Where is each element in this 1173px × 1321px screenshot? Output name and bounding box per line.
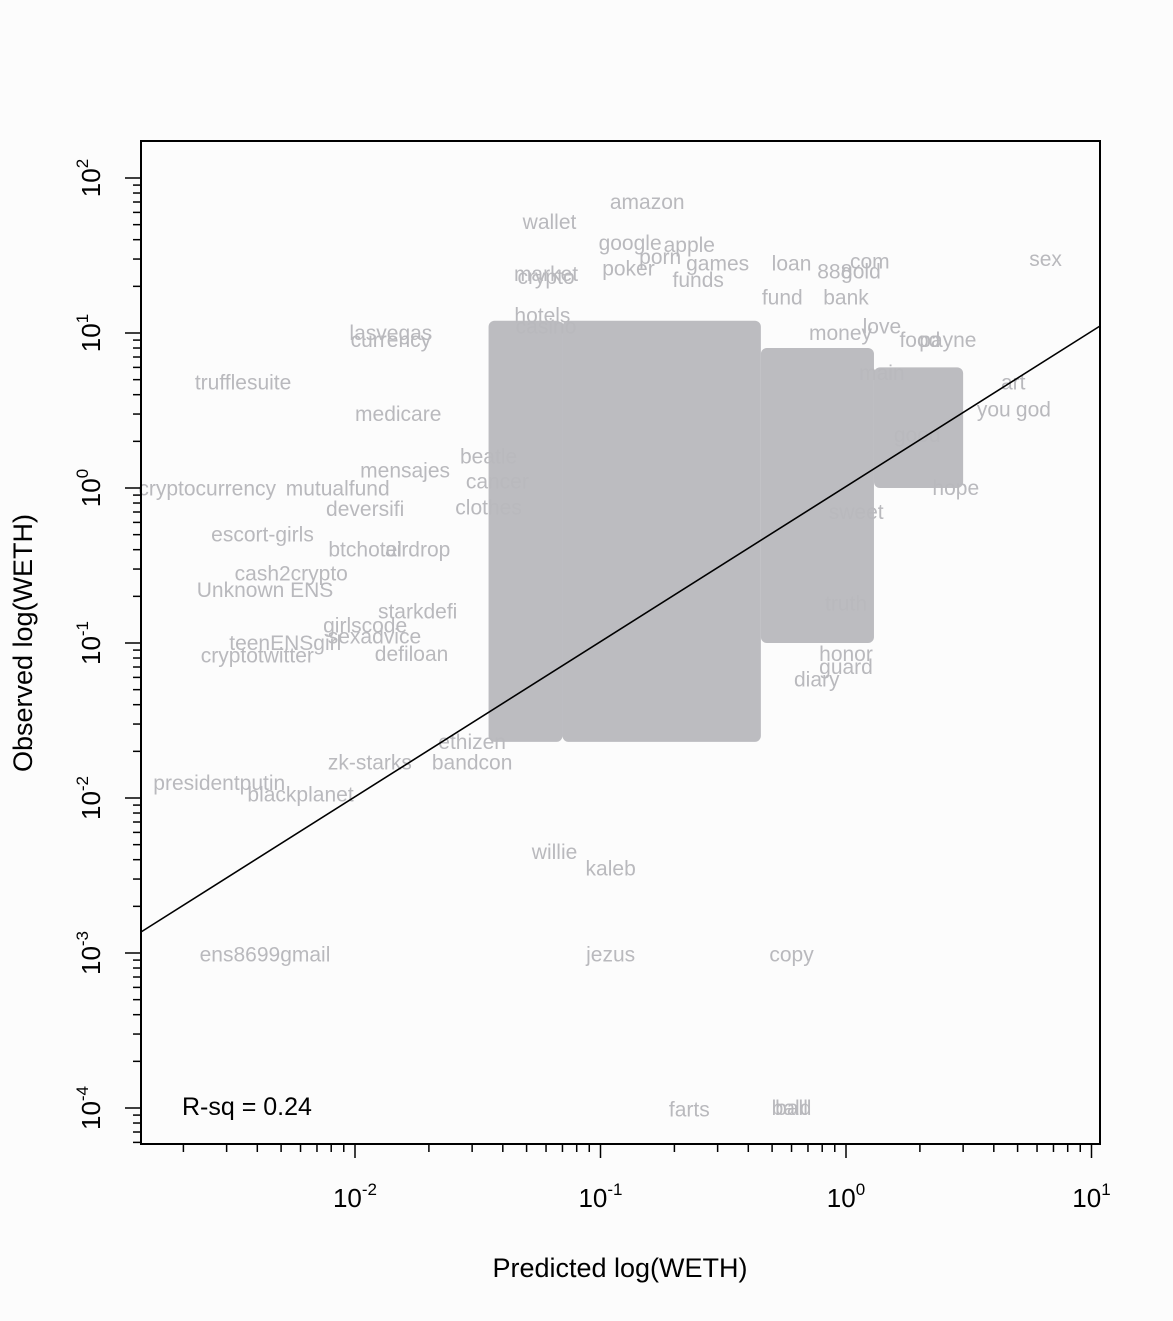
point-label: jezus xyxy=(585,943,635,966)
point-label: defiloan xyxy=(375,643,449,666)
point-label: poker xyxy=(602,258,655,281)
point-label: copy xyxy=(769,943,814,966)
point-label: good xyxy=(894,424,941,447)
point-label: trufflesuite xyxy=(195,371,292,394)
y-tick-label: 101 xyxy=(73,314,106,352)
point-label: currency xyxy=(351,329,432,352)
y-axis-title: Observed log(WETH) xyxy=(8,514,38,772)
point-label: fund xyxy=(762,286,803,309)
point-label: amazon xyxy=(610,191,685,214)
point-label: starkdefi xyxy=(378,600,457,623)
point-label: money xyxy=(809,322,873,345)
point-label: ethizen xyxy=(438,731,506,754)
point-label: girlscode xyxy=(323,614,407,637)
point-label: cryptotwitter xyxy=(201,645,314,668)
y-tick-label: 10-1 xyxy=(73,621,106,665)
point-label: medicare xyxy=(355,403,441,426)
point-label: wallet xyxy=(522,211,577,234)
dense-region-3 xyxy=(873,367,964,488)
y-tick-label: 100 xyxy=(73,469,106,507)
point-label: willie xyxy=(531,841,578,864)
point-label: hope xyxy=(932,477,979,500)
point-label: blackplanet xyxy=(247,784,353,807)
x-tick-label: 101 xyxy=(1072,1180,1110,1213)
y-tick-label: 10-4 xyxy=(73,1086,106,1130)
point-label: truth xyxy=(825,592,867,615)
point-label: cryptocurrency xyxy=(138,478,276,501)
point-label: ens8699gmail xyxy=(200,943,331,966)
point-label: teenENSgirl xyxy=(229,632,341,655)
point-label: zk-starks xyxy=(328,751,412,774)
point-label: crypto xyxy=(517,266,574,289)
dense-label-cloud xyxy=(488,320,964,742)
x-axis: 10-2 10-1 100 101 xyxy=(182,1144,1111,1213)
point-label: hotels xyxy=(514,304,570,327)
dense-region-2 xyxy=(760,348,874,643)
point-label: apple xyxy=(664,234,715,257)
y-axis: 10-4 10-3 10-2 10-1 100 101 102 xyxy=(73,159,141,1144)
point-label: you xyxy=(977,399,1011,422)
point-label: funds xyxy=(673,269,724,292)
point-label: love xyxy=(863,316,902,339)
point-label: farts xyxy=(669,1098,710,1121)
point-label: cancer xyxy=(466,471,529,494)
point-label: sweet xyxy=(829,501,884,524)
point-label: honor xyxy=(819,643,873,666)
point-label: mutualfund xyxy=(286,478,390,501)
point-label: com xyxy=(850,250,890,273)
point-label: Unknown ENS xyxy=(197,579,334,602)
point-label: mensajes xyxy=(360,459,450,482)
point-label: btchotel xyxy=(328,539,402,562)
point-label: lasvegas xyxy=(349,322,432,345)
point-label: main xyxy=(859,362,905,385)
point-label: bandcon xyxy=(432,751,513,774)
point-label: god xyxy=(1016,399,1051,422)
point-label: bank xyxy=(823,286,869,309)
fit-line-group xyxy=(140,325,1101,933)
point-label: 888 xyxy=(817,260,852,283)
point-label: food xyxy=(899,329,940,352)
point-label: porn xyxy=(639,246,681,269)
point-label: deversifi xyxy=(326,498,404,521)
y-tick-label: 102 xyxy=(73,159,106,197)
x-tick-label: 10-2 xyxy=(333,1180,377,1213)
point-label: kaleb xyxy=(586,858,636,881)
point-label: escort-girls xyxy=(211,524,314,547)
fit-line xyxy=(140,325,1101,933)
point-label: cash2crypto xyxy=(235,563,348,586)
dense-region-0 xyxy=(488,320,563,742)
dense-region-1 xyxy=(562,320,761,742)
point-label: bald xyxy=(772,1097,812,1120)
point-label: clothes xyxy=(455,496,522,519)
point-label: sex xyxy=(1029,248,1062,271)
point-label: presidentputin xyxy=(153,772,285,795)
point-label: market xyxy=(514,263,578,286)
y-tick-label: 10-2 xyxy=(73,776,106,820)
point-label: games xyxy=(686,253,749,276)
y-tick-label: 10-3 xyxy=(73,931,106,975)
point-label: sexadvice xyxy=(328,626,421,649)
x-tick-label: 100 xyxy=(827,1180,865,1213)
point-label: ball xyxy=(775,1097,808,1120)
point-label: loan xyxy=(772,253,812,276)
r-squared-annotation: R-sq = 0.24 xyxy=(182,1093,312,1121)
x-axis-title: Predicted log(WETH) xyxy=(492,1253,747,1283)
point-label: gold xyxy=(841,260,881,283)
point-label: guard xyxy=(819,656,873,679)
x-tick-label: 10-1 xyxy=(578,1180,622,1213)
point-label: google xyxy=(599,232,662,255)
point-label: airdrop xyxy=(385,539,450,562)
point-label: beatle xyxy=(460,445,517,468)
point-label: payne xyxy=(919,329,976,352)
point-label: casino xyxy=(516,316,577,339)
point-label: diary xyxy=(794,669,840,692)
